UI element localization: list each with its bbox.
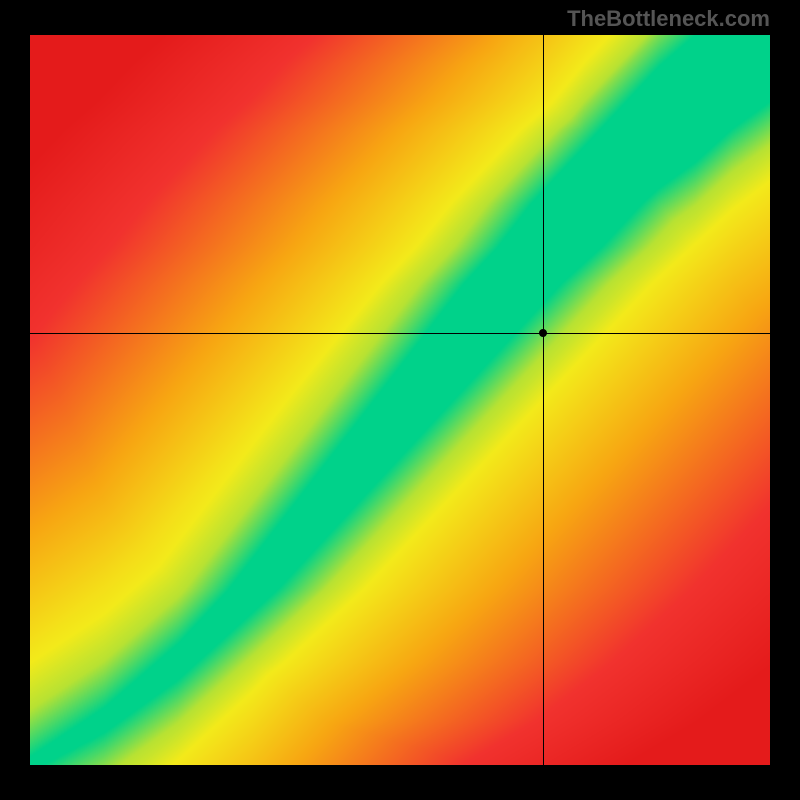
crosshair-horizontal — [30, 333, 770, 334]
chart-frame: TheBottleneck.com — [0, 0, 800, 800]
heatmap-canvas — [30, 35, 770, 765]
heatmap-plot — [30, 35, 770, 765]
crosshair-marker — [539, 329, 547, 337]
crosshair-vertical — [543, 35, 544, 765]
watermark-text: TheBottleneck.com — [567, 6, 770, 32]
